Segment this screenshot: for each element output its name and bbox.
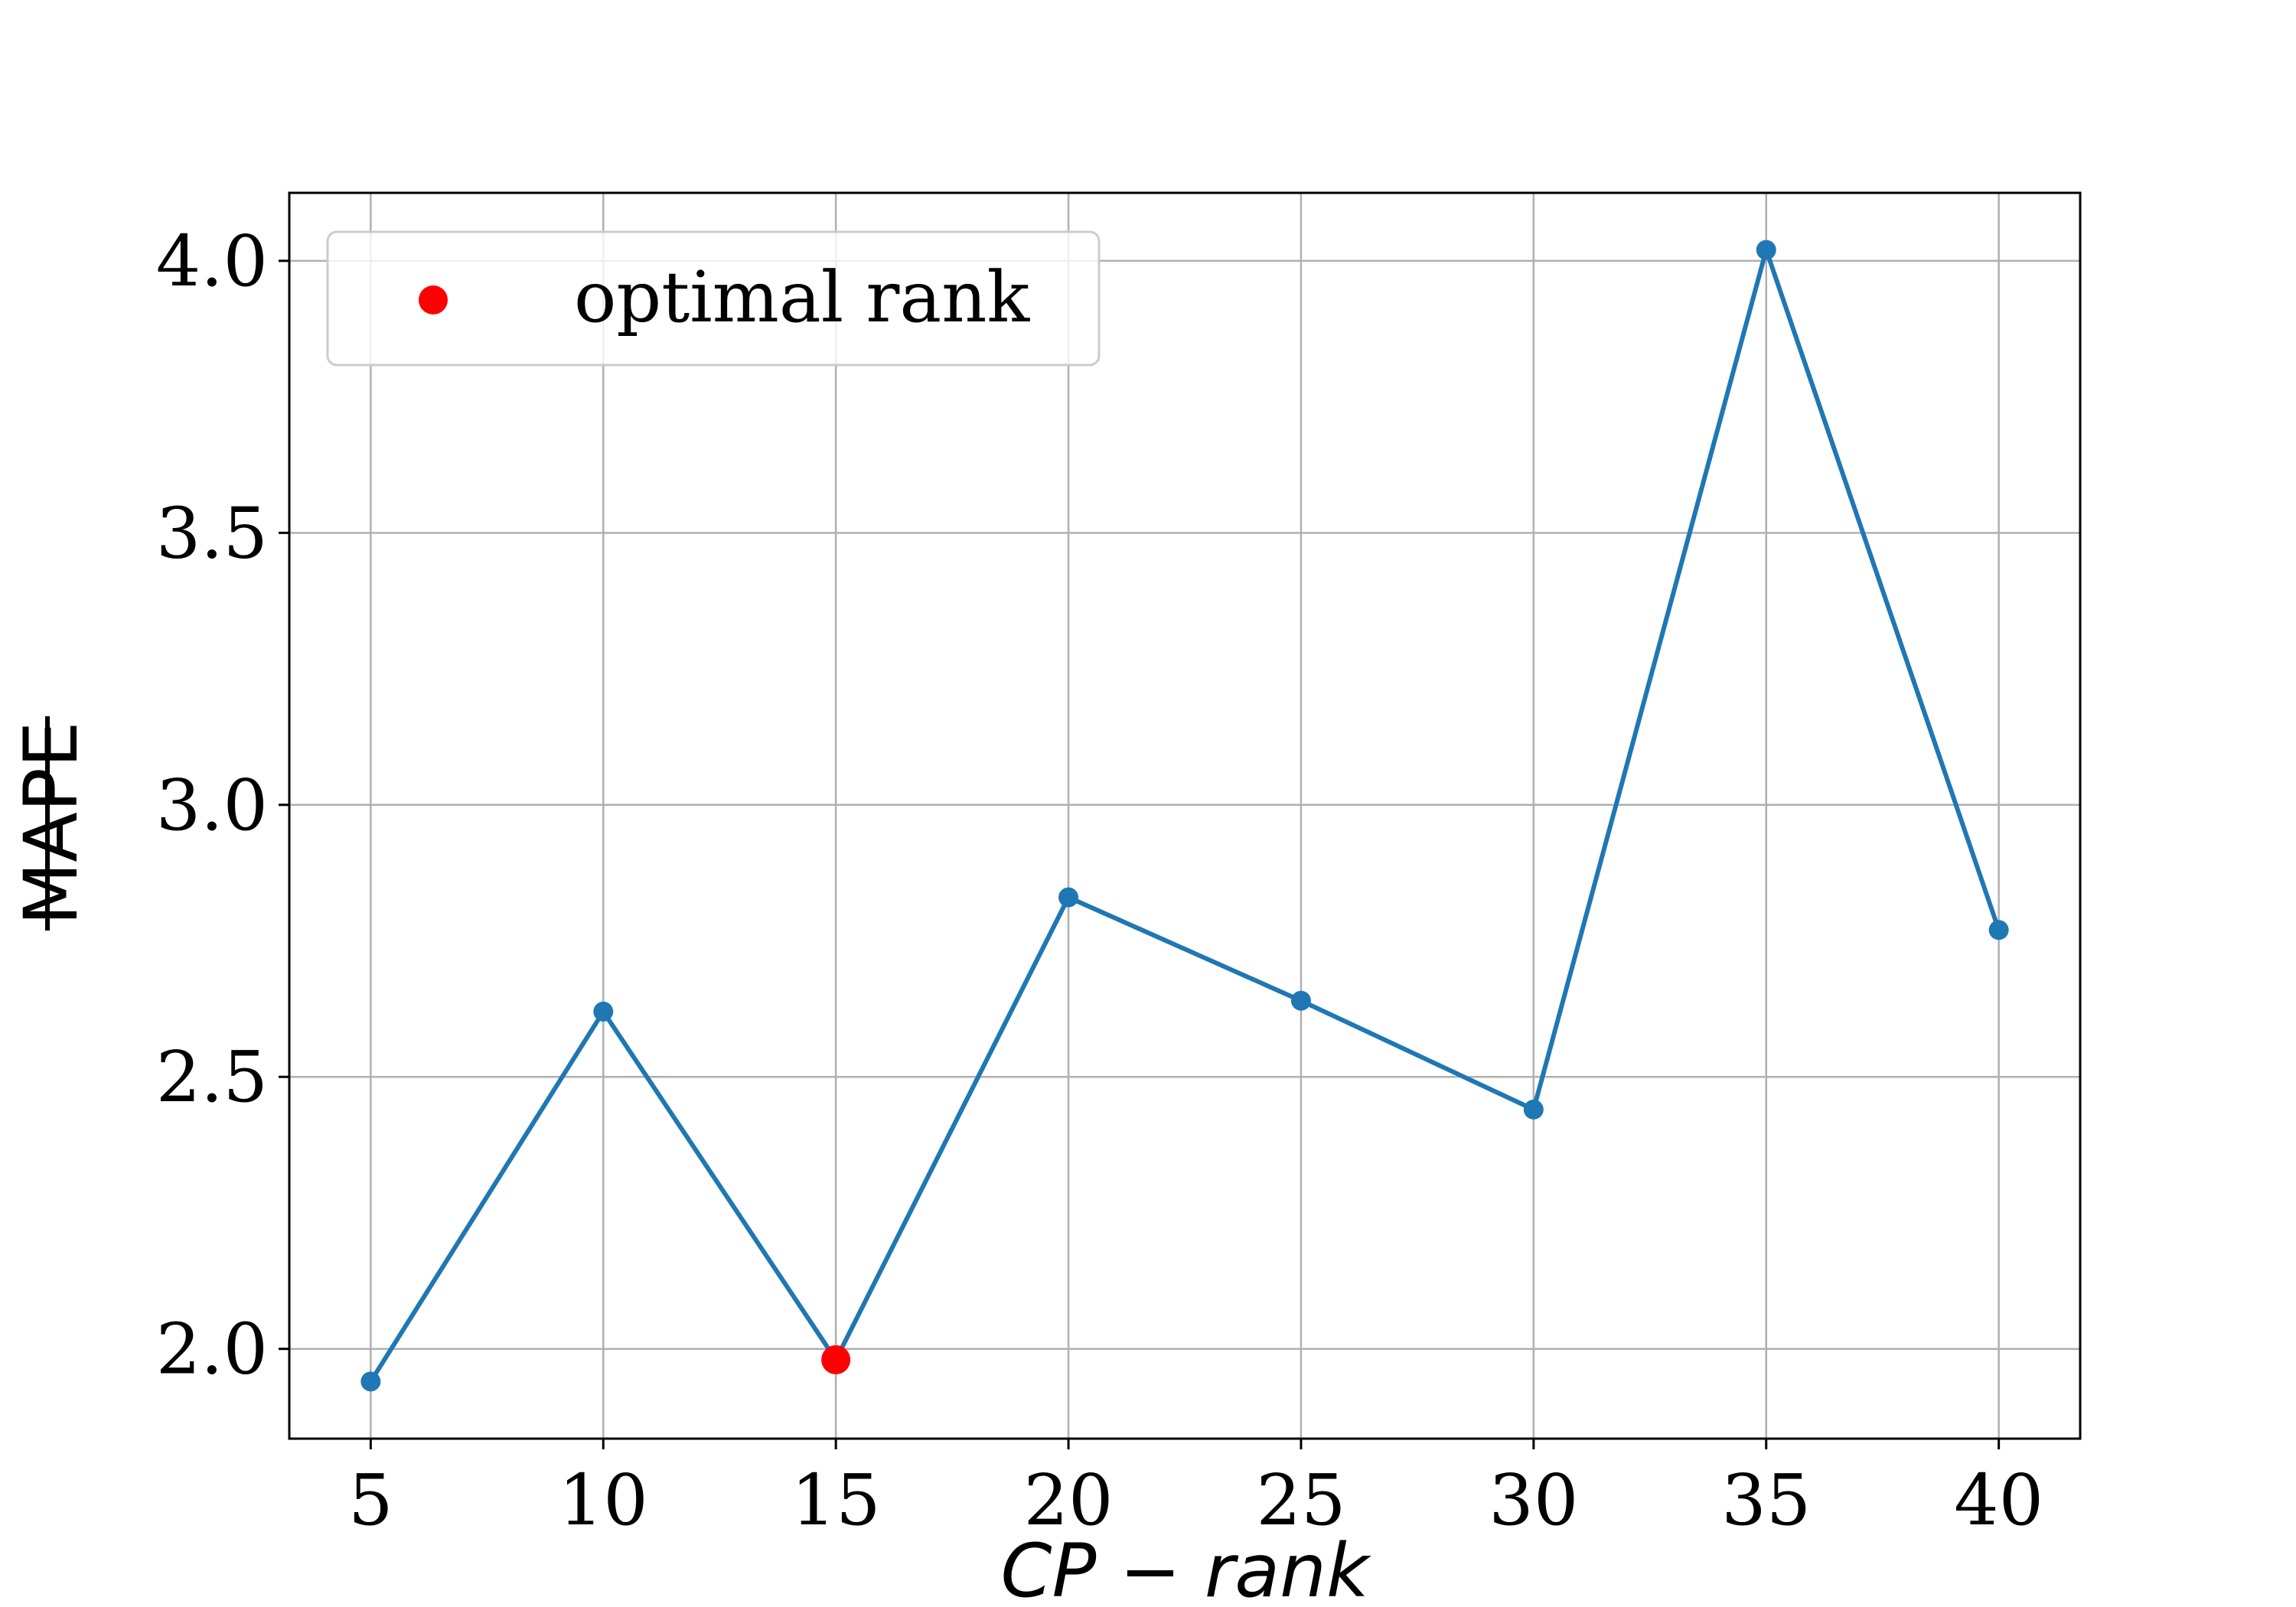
data-point	[1988, 920, 2009, 940]
optimal-rank-marker-group	[821, 1345, 851, 1374]
x-axis-label: CP − rank	[1000, 1528, 1371, 1607]
y-axis-ticks: 2.0 2.5 3.0 3.5 4.0	[156, 220, 289, 1390]
x-tick-label: 25	[1256, 1459, 1345, 1541]
x-tick-label: 40	[1954, 1459, 2043, 1541]
x-tick-label: 10	[559, 1459, 648, 1541]
y-axis-label-group: MAPE	[8, 716, 94, 931]
optimal-rank-marker	[821, 1345, 851, 1374]
data-point	[360, 1371, 381, 1392]
x-axis-ticks: 5 10 15 20 25 30 35 40	[348, 1439, 2043, 1541]
x-tick-label: 15	[791, 1459, 881, 1541]
gridlines	[289, 193, 2080, 1439]
x-tick-label: 35	[1721, 1459, 1811, 1541]
y-tick-label: 4.0	[156, 220, 268, 302]
plot-frame	[288, 191, 2082, 1440]
y-tick-label: 3.5	[156, 492, 268, 574]
legend-label-optimal-rank: optimal rank	[574, 256, 1031, 338]
data-point	[1756, 240, 1776, 260]
data-point	[1523, 1099, 1544, 1120]
legend: optimal rank	[326, 230, 1101, 367]
data-point	[1290, 990, 1311, 1011]
y-tick-label: 2.0	[156, 1309, 268, 1390]
series-line	[368, 247, 2001, 1383]
x-tick-label: 20	[1024, 1459, 1114, 1541]
data-point	[593, 1001, 614, 1022]
legend-box	[326, 230, 1101, 367]
x-tick-label: 30	[1489, 1459, 1578, 1541]
y-tick-label: 3.0	[156, 764, 268, 846]
legend-marker-optimal-rank	[419, 285, 448, 315]
x-tick-label: 5	[348, 1459, 393, 1541]
y-tick-label: 2.5	[156, 1036, 268, 1118]
data-point	[1058, 887, 1079, 908]
y-axis-label: MAPE	[8, 721, 94, 925]
